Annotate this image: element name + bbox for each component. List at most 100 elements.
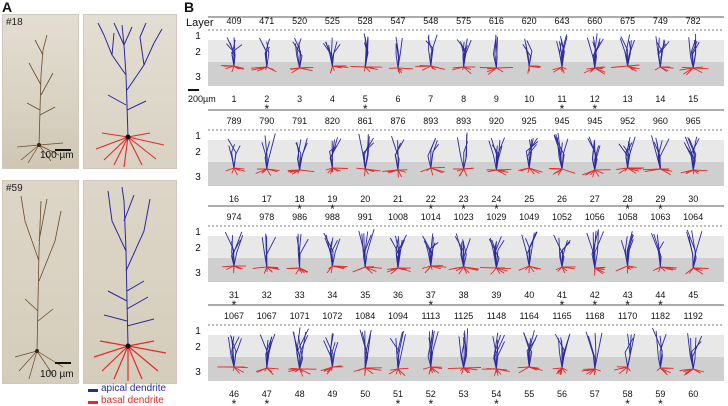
basal-dendrite (353, 367, 383, 376)
neuron-reconstruction (447, 328, 482, 375)
legend-apical-swatch (88, 389, 98, 392)
depth-value: 620 (522, 16, 537, 26)
basal-dendrite (255, 367, 279, 376)
neuron-reconstruction (582, 136, 611, 178)
significance-star: * (428, 202, 433, 216)
basal-dendrite (382, 169, 408, 178)
significance-star: * (494, 202, 499, 216)
basal-dendrite (287, 169, 315, 175)
neuron-reconstruction (252, 233, 280, 274)
scale-label-gallery: 200µm (188, 94, 216, 104)
basal-dendrite (325, 167, 348, 175)
basal-dendrite (581, 368, 601, 376)
neuron-id: 49 (327, 389, 337, 399)
basal-dendrite (448, 266, 479, 275)
neuron-reconstruction (325, 137, 348, 175)
apical-dendrite (620, 231, 634, 267)
depth-value: 820 (325, 116, 340, 126)
micrograph-top-neuron (16, 34, 64, 164)
apical-dendrite (258, 37, 271, 68)
depth-value: 675 (620, 16, 635, 26)
apical-dendrite (292, 37, 303, 69)
depth-value: 525 (325, 16, 340, 26)
neuron-id: 15 (688, 94, 698, 104)
neuron-reconstruction (350, 33, 383, 73)
basal-dendrite (517, 366, 543, 374)
depth-value: 1084 (355, 311, 375, 321)
neuron-id: 59 (655, 389, 665, 399)
depth-value: 978 (259, 212, 274, 222)
layer-label: 1 (195, 31, 201, 42)
basal-dendrite (386, 267, 411, 275)
depth-value: 920 (489, 116, 504, 126)
basal-dendrite (555, 266, 576, 274)
neuron-id: 46 (229, 389, 239, 399)
apical-dendrite (492, 332, 506, 370)
apical-dendrite (358, 133, 375, 170)
basal-dendrite (329, 65, 349, 74)
depth-value: 643 (554, 16, 569, 26)
apical-dendrite (655, 36, 670, 68)
depth-value: 575 (456, 16, 471, 26)
basal-dendrite (552, 367, 568, 376)
neuron-id: 58 (623, 389, 633, 399)
apical-dendrite (688, 33, 700, 69)
neuron-reconstruction (583, 33, 606, 75)
basal-dendrite (582, 169, 611, 178)
neuron-id: 53 (459, 389, 469, 399)
layer-label: 3 (195, 172, 201, 183)
neuron-id: 9 (494, 94, 499, 104)
neuron-id: 45 (688, 290, 698, 300)
depth-value: 1170 (618, 311, 637, 321)
neuron-reconstruction (685, 229, 709, 275)
neuron-id: 18 (295, 194, 305, 204)
apical-dendrite (323, 37, 341, 67)
neuron-id: 4 (330, 94, 335, 104)
significance-star: * (428, 397, 433, 406)
significance-star: * (264, 102, 269, 116)
depth-value: 1049 (519, 212, 539, 222)
depth-value: 1014 (421, 212, 441, 222)
basal-dendrite (479, 267, 512, 275)
neuron-reconstruction (320, 333, 344, 375)
basal-dendrite (679, 368, 705, 376)
basal-dendrite (289, 66, 314, 74)
neuron-reconstruction (518, 231, 542, 274)
basal-dendrite (656, 367, 674, 376)
apical-dendrite (454, 233, 471, 268)
layer-label: 2 (195, 147, 201, 158)
layer-header: Layer (186, 17, 214, 29)
apical-dendrite (488, 236, 505, 269)
neuron-reconstruction (323, 232, 348, 274)
basal-dendrite (286, 267, 309, 275)
neuron-reconstruction (356, 133, 381, 177)
neuron-reconstruction (481, 332, 510, 376)
layer3-band (208, 62, 724, 86)
panel-b-letter: B (184, 0, 195, 15)
neuron-reconstruction (553, 234, 576, 274)
depth-value: 1052 (552, 212, 572, 222)
significance-star: * (494, 397, 499, 406)
apical-dendrite (687, 333, 703, 370)
neuron-reconstruction (548, 132, 576, 176)
layer1-band (208, 325, 724, 335)
neuron-id: 28 (623, 194, 633, 204)
basal-dendrite (255, 168, 280, 176)
apical-dendrite (224, 231, 244, 267)
neuron-reconstruction (289, 37, 314, 74)
significance-star: * (330, 202, 335, 216)
apical-dendrite (523, 330, 538, 368)
basal-dendrite (642, 168, 673, 176)
apical-dendrite (261, 133, 276, 170)
apical-dendrite (586, 33, 604, 69)
neuron-reconstruction (652, 327, 674, 376)
neuron-id: 44 (655, 290, 665, 300)
significance-star: * (363, 102, 368, 116)
layer1-band (208, 30, 724, 40)
tracing-top (83, 14, 177, 169)
neuron-reconstruction (448, 233, 479, 275)
neuron-id: 21 (393, 194, 403, 204)
basal-dendrite (421, 265, 447, 274)
micrograph-top: #18 (2, 14, 79, 169)
tracing-bottom-neuron (93, 186, 167, 381)
